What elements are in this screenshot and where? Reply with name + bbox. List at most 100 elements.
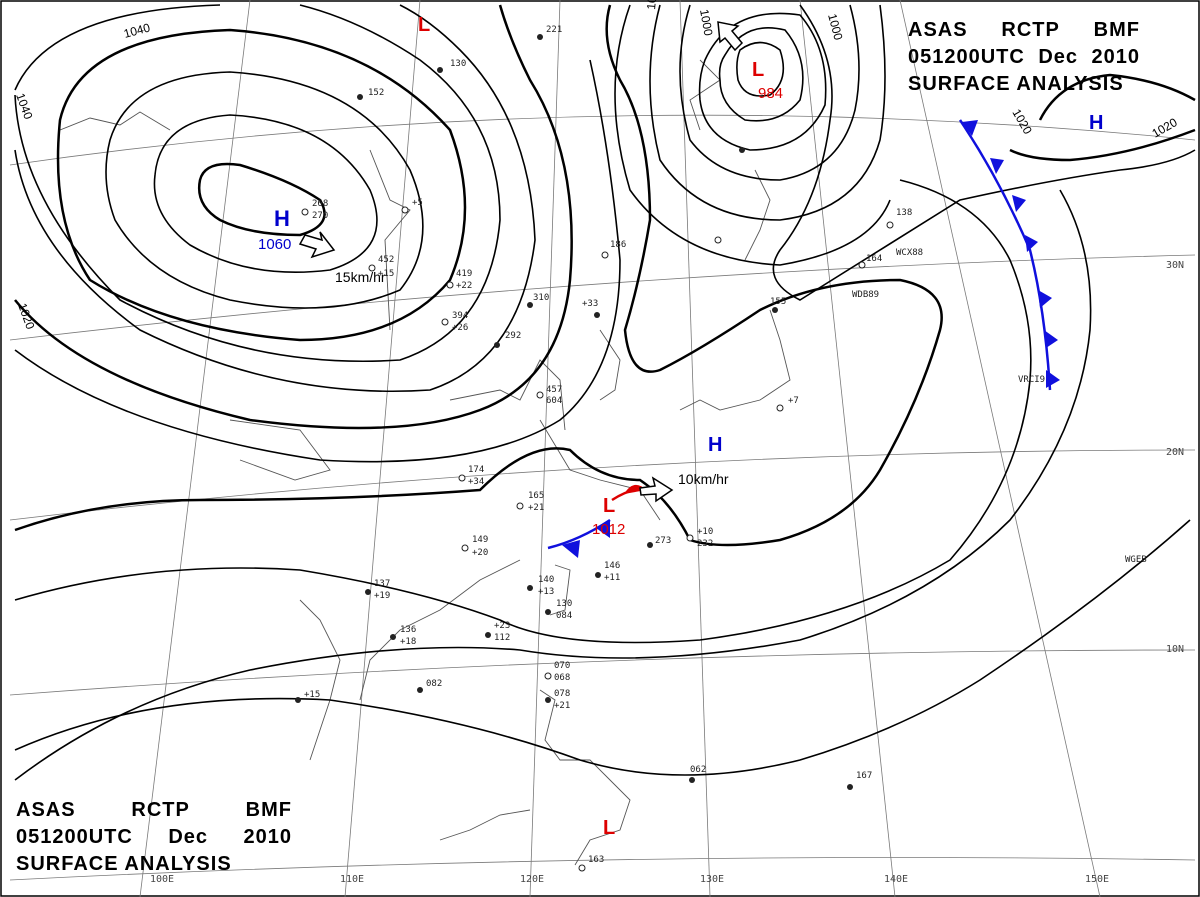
header-time-row: 051200UTC Dec 2010 (16, 824, 292, 851)
ship-code: WGEB (1125, 555, 1147, 565)
isobar-labels: 1040 1040 1020 1020 1000 1000 1020 1020 (13, 0, 1180, 331)
coastlines (59, 59, 791, 866)
year-value: 2010 (1091, 46, 1140, 68)
svg-text:138: 138 (896, 208, 912, 218)
lat-label: 20N (1166, 447, 1184, 458)
station-plot: 163 (578, 855, 604, 872)
svg-text:+15: +15 (378, 269, 394, 279)
high-pacific-symbol: H (708, 434, 722, 456)
svg-text:+34: +34 (468, 477, 484, 487)
agency-code: ASAS (908, 19, 968, 41)
svg-text:186: 186 (610, 240, 626, 250)
station-plot: 137 +19 (365, 579, 390, 601)
svg-text:+20: +20 (472, 548, 488, 558)
svg-text:082: 082 (426, 679, 442, 689)
agency-code: RCTP (1001, 19, 1060, 41)
station-plot: 152 (357, 88, 384, 100)
svg-text:140: 140 (538, 575, 554, 585)
station-plot: +5 (401, 198, 423, 214)
svg-text:130: 130 (450, 59, 466, 69)
svg-text:174: 174 (468, 465, 484, 475)
lon-label: 120E (520, 874, 544, 885)
station-plot: 310 (527, 293, 549, 308)
svg-text:221: 221 (546, 25, 562, 35)
station-plot (739, 147, 745, 153)
low-center-value: 984 (758, 85, 783, 102)
station-plot: 268 270 (301, 199, 328, 221)
svg-text:+15: +15 (304, 690, 320, 700)
station-plot: 062 (689, 765, 706, 783)
svg-text:+22: +22 (456, 281, 472, 291)
latlon-grid (9, 0, 1196, 897)
header-title: SURFACE ANALYSIS (16, 853, 232, 875)
svg-text:+5: +5 (412, 198, 423, 208)
svg-text:457: 457 (546, 385, 562, 395)
svg-text:084: 084 (556, 611, 572, 621)
station-plot: 140 +13 (527, 575, 554, 597)
lon-label: 130E (700, 874, 724, 885)
svg-text:165: 165 (528, 491, 544, 501)
station-plot: +10 232 (686, 527, 713, 549)
svg-text:232: 232 (697, 539, 713, 549)
svg-text:273: 273 (655, 536, 671, 546)
agency-code: BMF (245, 799, 292, 821)
station-plot: 130 084 (545, 599, 572, 621)
agency-code: RCTP (131, 799, 190, 821)
station-plot: 221 (537, 25, 562, 40)
station-plot: 149 +20 (461, 535, 488, 558)
high-center-value: 1060 (258, 236, 291, 253)
svg-text:155: 155 (770, 297, 786, 307)
high-northeast-symbol: H (1089, 112, 1103, 134)
svg-text:146: 146 (604, 561, 620, 571)
header-agency-row: ASAS RCTP BMF (908, 17, 1140, 44)
header-title: SURFACE ANALYSIS (908, 73, 1124, 95)
time-value: 051200UTC (908, 46, 1025, 68)
station-plot: 165 +21 (516, 491, 544, 513)
ship-code: VRCI9 (1018, 375, 1045, 385)
low-philippines-symbol: L (603, 817, 615, 839)
station-plot: 452 +15 (368, 255, 394, 279)
station-plot: 174 +34 (458, 465, 484, 487)
isobar-label: 1000 (697, 8, 715, 37)
station-plot: 136 +18 (390, 625, 416, 647)
station-plot: 167 (847, 771, 872, 790)
station-plot: 419 +22 (446, 269, 472, 291)
header-bottom-left: ASAS RCTP BMF 051200UTC Dec 2010 SURFACE… (16, 797, 292, 878)
svg-text:167: 167 (856, 771, 872, 781)
svg-text:068: 068 (554, 673, 570, 683)
svg-text:+11: +11 (604, 573, 620, 583)
station-plot (714, 236, 722, 244)
time-value: 051200UTC (16, 826, 133, 848)
station-plot: +7 (776, 396, 799, 412)
svg-text:163: 163 (588, 855, 604, 865)
station-plots: 452 +15 419 +22 394 +26 310 292 174 +34 (295, 25, 912, 872)
svg-text:+21: +21 (528, 503, 544, 513)
motion-arrow-high (298, 231, 336, 259)
svg-text:604: 604 (546, 396, 562, 406)
station-plot: 078 +21 (545, 689, 570, 711)
station-plot: 070 068 (544, 661, 570, 683)
lat-label: 10N (1166, 644, 1184, 655)
lon-label: 110E (340, 874, 364, 885)
header-agency-row: ASAS RCTP BMF (16, 797, 292, 824)
grid-labels: 100E 110E 120E 130E 140E 150E 30N 20N 10… (150, 260, 1184, 885)
lon-label: 100E (150, 874, 174, 885)
cold-front-east (958, 119, 1060, 391)
svg-text:+33: +33 (582, 299, 598, 309)
station-plot: 082 (417, 679, 442, 693)
isobar-label: 1020 (15, 301, 37, 331)
svg-text:+7: +7 (788, 396, 799, 406)
svg-text:070: 070 (554, 661, 570, 671)
low-south-symbol: L (603, 495, 615, 517)
svg-text:292: 292 (505, 331, 521, 341)
svg-text:149: 149 (472, 535, 488, 545)
svg-text:062: 062 (690, 765, 706, 775)
month-value: Dec (1038, 46, 1079, 68)
high-center-symbol: H (274, 206, 290, 231)
isobar-label: 1020 (644, 0, 660, 10)
station-plot: +15 (295, 690, 320, 703)
svg-text:310: 310 (533, 293, 549, 303)
svg-text:+18: +18 (400, 637, 416, 647)
